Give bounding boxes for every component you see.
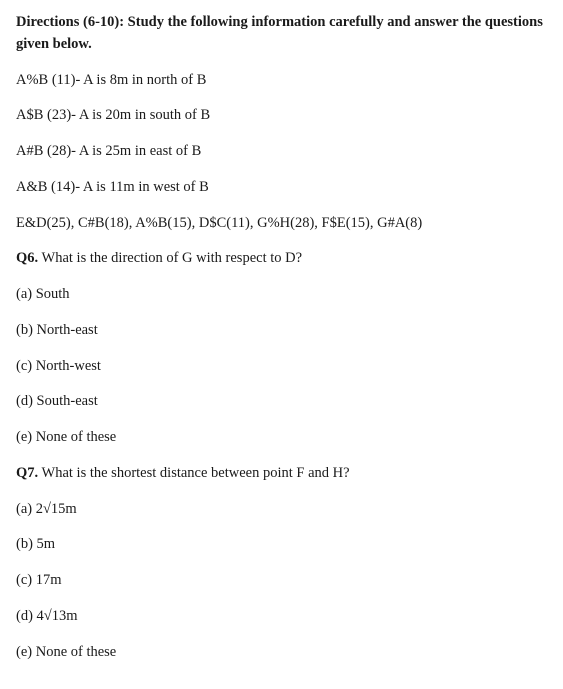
q7-option-c: (c) 17m [16,570,547,592]
question-6: Q6. What is the direction of G with resp… [16,248,547,270]
q7-option-b: (b) 5m [16,534,547,556]
q7-option-d: (d) 4√13m [16,606,547,628]
question-7: Q7. What is the shortest distance betwee… [16,463,547,485]
q6-text: What is the direction of G with respect … [38,250,302,266]
q7-option-a: (a) 2√15m [16,499,547,521]
q6-option-e: (e) None of these [16,427,547,449]
directions-heading: Directions (6-10): Study the following i… [16,12,547,56]
sequence-line: E&D(25), C#B(18), A%B(15), D$C(11), G%H(… [16,213,547,235]
q6-label: Q6. [16,250,38,266]
q6-option-b: (b) North-east [16,320,547,342]
q7-label: Q7. [16,465,38,481]
q6-option-a: (a) South [16,284,547,306]
rule-4: A&B (14)- A is 11m in west of B [16,177,547,199]
q6-option-d: (d) South-east [16,391,547,413]
q6-option-c: (c) North-west [16,356,547,378]
q7-text: What is the shortest distance between po… [38,465,349,481]
rule-1: A%B (11)- A is 8m in north of B [16,70,547,92]
q7-option-e: (e) None of these [16,642,547,664]
rule-3: A#B (28)- A is 25m in east of B [16,141,547,163]
rule-2: A$B (23)- A is 20m in south of B [16,105,547,127]
